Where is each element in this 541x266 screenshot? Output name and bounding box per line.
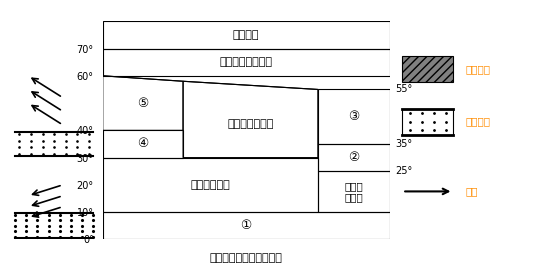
Text: 低气压带: 低气压带	[465, 64, 490, 74]
Text: 35°: 35°	[395, 139, 412, 149]
Text: ③: ③	[348, 110, 359, 123]
Text: 高气压带: 高气压带	[465, 117, 490, 127]
Bar	[402, 109, 453, 135]
Text: 25°: 25°	[395, 166, 412, 176]
Text: ④: ④	[137, 138, 149, 151]
Text: 极地气候: 极地气候	[233, 30, 259, 40]
Text: 热带草原气候: 热带草原气候	[190, 180, 230, 190]
Text: 亚寒带大陆性气候: 亚寒带大陆性气候	[220, 57, 273, 67]
Bar	[318, 144, 390, 171]
Bar	[103, 21, 390, 49]
Bar	[318, 89, 390, 144]
Bar	[103, 49, 390, 76]
Text: ②: ②	[348, 151, 359, 164]
Bar	[318, 171, 390, 212]
Text: 55°: 55°	[395, 84, 412, 94]
Text: ①: ①	[241, 219, 252, 232]
Text: ⑤: ⑤	[137, 97, 149, 110]
Bar	[103, 157, 318, 212]
Bar	[103, 130, 183, 157]
Bar	[402, 56, 453, 82]
Text: 风向: 风向	[465, 186, 478, 196]
Text: 温带大陆性气候: 温带大陆性气候	[227, 119, 274, 128]
Text: 热带季
风气候: 热带季 风气候	[344, 181, 363, 202]
Bar	[103, 212, 390, 239]
Text: 世界气候类型分布模式图: 世界气候类型分布模式图	[210, 253, 282, 263]
